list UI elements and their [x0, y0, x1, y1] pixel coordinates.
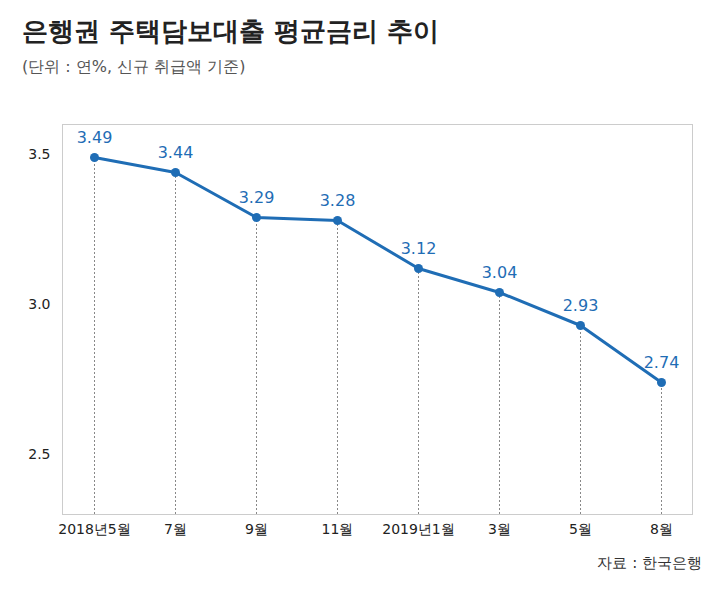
svg-text:2019년1월: 2019년1월 [382, 521, 455, 537]
svg-text:3.44: 3.44 [158, 143, 194, 162]
svg-text:3.0: 3.0 [28, 296, 50, 312]
svg-text:11월: 11월 [322, 521, 354, 537]
svg-text:3.12: 3.12 [401, 239, 437, 258]
svg-text:3.28: 3.28 [320, 191, 356, 210]
html-text:자료 : 한국은행: 자료 : 한국은행 [597, 554, 702, 572]
svg-text:2.74: 2.74 [644, 353, 680, 372]
html-text:(단위 : 연%, 신규 취급액 기준): (단위 : 연%, 신규 취급액 기준) [22, 57, 246, 76]
svg-text:8월: 8월 [650, 521, 673, 537]
svg-text:2.5: 2.5 [28, 446, 50, 462]
svg-text:9월: 9월 [245, 521, 268, 537]
svg-text:2018년5월: 2018년5월 [58, 521, 131, 537]
svg-text:3.29: 3.29 [239, 188, 275, 207]
svg-text:3월: 3월 [488, 521, 511, 537]
svg-text:5월: 5월 [569, 521, 592, 537]
svg-text:2.93: 2.93 [563, 296, 599, 315]
svg-text:7월: 7월 [164, 521, 187, 537]
svg-text:3.5: 3.5 [28, 146, 50, 162]
svg-text:3.49: 3.49 [77, 128, 113, 147]
html-text:은행권 주택담보대출 평균금리 추이: 은행권 주택담보대출 평균금리 추이 [22, 16, 440, 46]
svg-text:3.04: 3.04 [482, 263, 518, 282]
